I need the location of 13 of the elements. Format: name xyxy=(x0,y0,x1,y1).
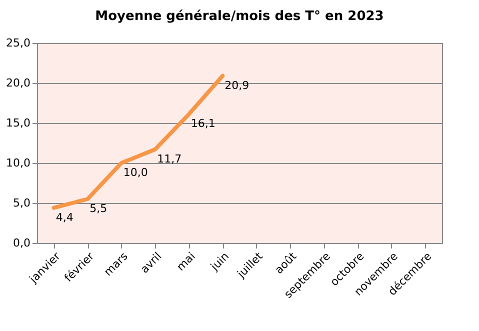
data-label: 20,9 xyxy=(224,78,250,92)
data-label: 10,0 xyxy=(123,166,148,179)
data-label: 5,5 xyxy=(90,202,108,215)
y-tick-label: 5,0 xyxy=(13,196,30,210)
y-tick-label: 15,0 xyxy=(6,116,30,130)
y-tick-label: 10,0 xyxy=(6,156,30,170)
data-label: 11,7 xyxy=(157,152,182,166)
data-label: 16,1 xyxy=(190,117,216,130)
chart-title: Moyenne générale/mois des T° en 2023 xyxy=(95,9,384,24)
y-tick-label: 25,0 xyxy=(6,36,30,50)
y-tick-label: 20,0 xyxy=(6,76,30,90)
y-tick-label: 0,0 xyxy=(13,236,30,250)
data-label: 4,4 xyxy=(56,210,74,224)
